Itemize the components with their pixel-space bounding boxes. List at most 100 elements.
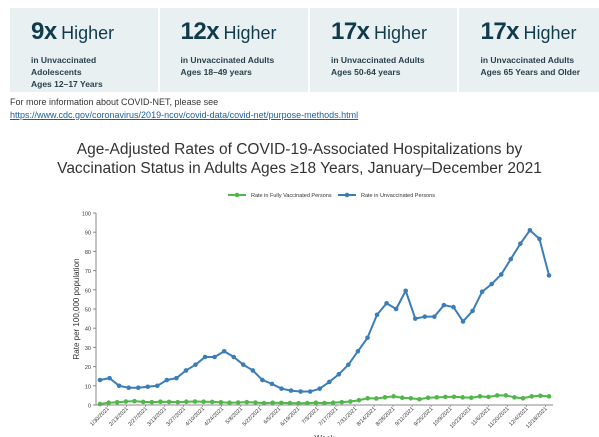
data-point-vaccinated [313, 400, 319, 405]
data-point-vaccinated [494, 393, 500, 398]
y-tick-label: 50 [85, 308, 91, 314]
stat-description: in Unvaccinated Adults Ages 65 Years and… [480, 55, 581, 77]
stat-card-50-64: 17x Higher in Unvaccinated Adults Ages 5… [309, 8, 458, 92]
stat-card-18-49: 12x Higher in Unvaccinated Adults Ages 1… [159, 8, 308, 92]
data-point-vaccinated [253, 400, 258, 405]
data-point-unvaccinated [240, 362, 246, 367]
data-point-vaccinated [201, 399, 206, 405]
data-point-unvaccinated [155, 383, 160, 389]
legend-label: Rate in Fully Vaccinated Persons [251, 193, 332, 199]
x-tick-label: 8/14/2021 [356, 406, 378, 428]
data-point-vaccinated [296, 400, 301, 406]
x-tick-label: 4/10/2021 [185, 406, 207, 428]
data-point-unvaccinated [326, 379, 332, 385]
stat-multiplier: 17x [330, 18, 370, 45]
data-point-vaccinated [114, 400, 120, 405]
data-point-vaccinated [192, 399, 198, 404]
y-tick-label: 90 [85, 231, 91, 237]
data-point-unvaccinated [527, 227, 533, 233]
stat-card-65-plus: 17x Higher in Unvaccinated Adults Ages 6… [459, 8, 599, 92]
x-tick-label: 9/11/2021 [394, 406, 415, 427]
stat-multiplier: 17x [480, 18, 520, 45]
y-tick-label: 10 [85, 384, 91, 390]
info-text: For more information about COVID-NET, pl… [10, 97, 219, 107]
data-point-unvaccinated [317, 386, 323, 391]
data-point-unvaccinated [384, 300, 389, 306]
data-point-vaccinated [184, 399, 189, 405]
x-axis-label: Week [314, 434, 335, 437]
x-tick-label: 2/13/2021 [108, 406, 130, 428]
stats-row: 9x Higher in Unvaccinated Adolescents Ag… [10, 8, 599, 92]
y-axis-label: Rate per 100,000 population [72, 259, 81, 360]
data-point-vaccinated [451, 394, 457, 400]
y-tick-label: 60 [85, 288, 91, 294]
data-point-unvaccinated [116, 383, 122, 389]
data-point-vaccinated [235, 400, 241, 405]
data-point-vaccinated [408, 395, 414, 401]
data-point-unvaccinated [336, 371, 342, 377]
data-point-unvaccinated [422, 314, 428, 319]
legend-swatch-marker [234, 192, 240, 198]
data-point-vaccinated [486, 394, 491, 400]
stat-word: Higher [61, 23, 115, 43]
y-tick-label: 100 [82, 212, 91, 218]
data-point-vaccinated [106, 400, 111, 405]
data-point-vaccinated [520, 395, 526, 401]
data-point-vaccinated [209, 399, 215, 405]
x-tick-label: 9/25/2021 [413, 406, 435, 428]
stat-description: in Unvaccinated Adults Ages 18–49 years [180, 55, 275, 77]
data-point-unvaccinated [193, 362, 198, 367]
data-point-unvaccinated [288, 388, 294, 393]
data-point-unvaccinated [126, 385, 131, 391]
data-point-vaccinated [503, 393, 509, 398]
data-point-vaccinated [227, 400, 232, 405]
series-line-unvaccinated [99, 229, 550, 393]
data-point-unvaccinated [107, 375, 112, 381]
data-point-vaccinated [477, 394, 483, 399]
y-tick-label: 0 [88, 404, 91, 410]
data-point-vaccinated [546, 394, 552, 399]
data-point-vaccinated [529, 394, 535, 399]
data-point-vaccinated [434, 395, 440, 400]
stat-multiplier: 12x [180, 18, 220, 45]
data-point-unvaccinated [355, 348, 361, 354]
data-point-unvaccinated [432, 314, 437, 319]
data-point-vaccinated [365, 395, 370, 401]
data-point-unvaccinated [508, 256, 514, 262]
x-tick-label: 8/28/2021 [375, 406, 397, 428]
data-point-vaccinated [374, 396, 379, 401]
data-point-vaccinated [425, 395, 431, 401]
data-point-vaccinated [132, 398, 137, 404]
data-point-vaccinated [287, 400, 293, 406]
legend-swatch-marker [344, 192, 350, 198]
data-point-vaccinated [158, 399, 163, 405]
data-point-vaccinated [322, 400, 327, 406]
data-point-unvaccinated [279, 386, 284, 391]
data-point-unvaccinated [518, 241, 523, 247]
data-point-vaccinated [356, 397, 362, 403]
data-point-vaccinated [304, 400, 310, 406]
data-point-unvaccinated [470, 308, 475, 314]
data-point-unvaccinated [441, 302, 447, 308]
data-point-unvaccinated [212, 354, 217, 360]
covid-net-link[interactable]: https://www.cdc.gov/coronavirus/2019-nco… [10, 110, 359, 120]
stat-description: in Unvaccinated Adolescents Ages 12–17 Y… [31, 55, 103, 89]
x-tick-label: 3/13/2021 [146, 406, 168, 428]
data-point-unvaccinated [537, 236, 542, 242]
data-point-vaccinated [391, 394, 396, 399]
legend-label: Rate in Unvaccinated Persons [361, 193, 435, 199]
data-point-unvaccinated [174, 375, 179, 381]
data-point-unvaccinated [145, 384, 151, 390]
data-point-vaccinated [399, 395, 405, 401]
data-point-vaccinated [218, 400, 224, 405]
data-point-vaccinated [270, 400, 275, 405]
data-point-unvaccinated [393, 306, 399, 312]
data-point-vaccinated [261, 400, 267, 406]
data-point-vaccinated [443, 394, 448, 400]
y-tick-label: 40 [85, 327, 91, 333]
x-tick-label: 6/19/2021 [280, 406, 302, 428]
stat-description: in Unvaccinated Adults Ages 50-64 years [330, 55, 425, 77]
y-tick-label: 20 [85, 365, 91, 371]
data-point-vaccinated [166, 399, 172, 405]
